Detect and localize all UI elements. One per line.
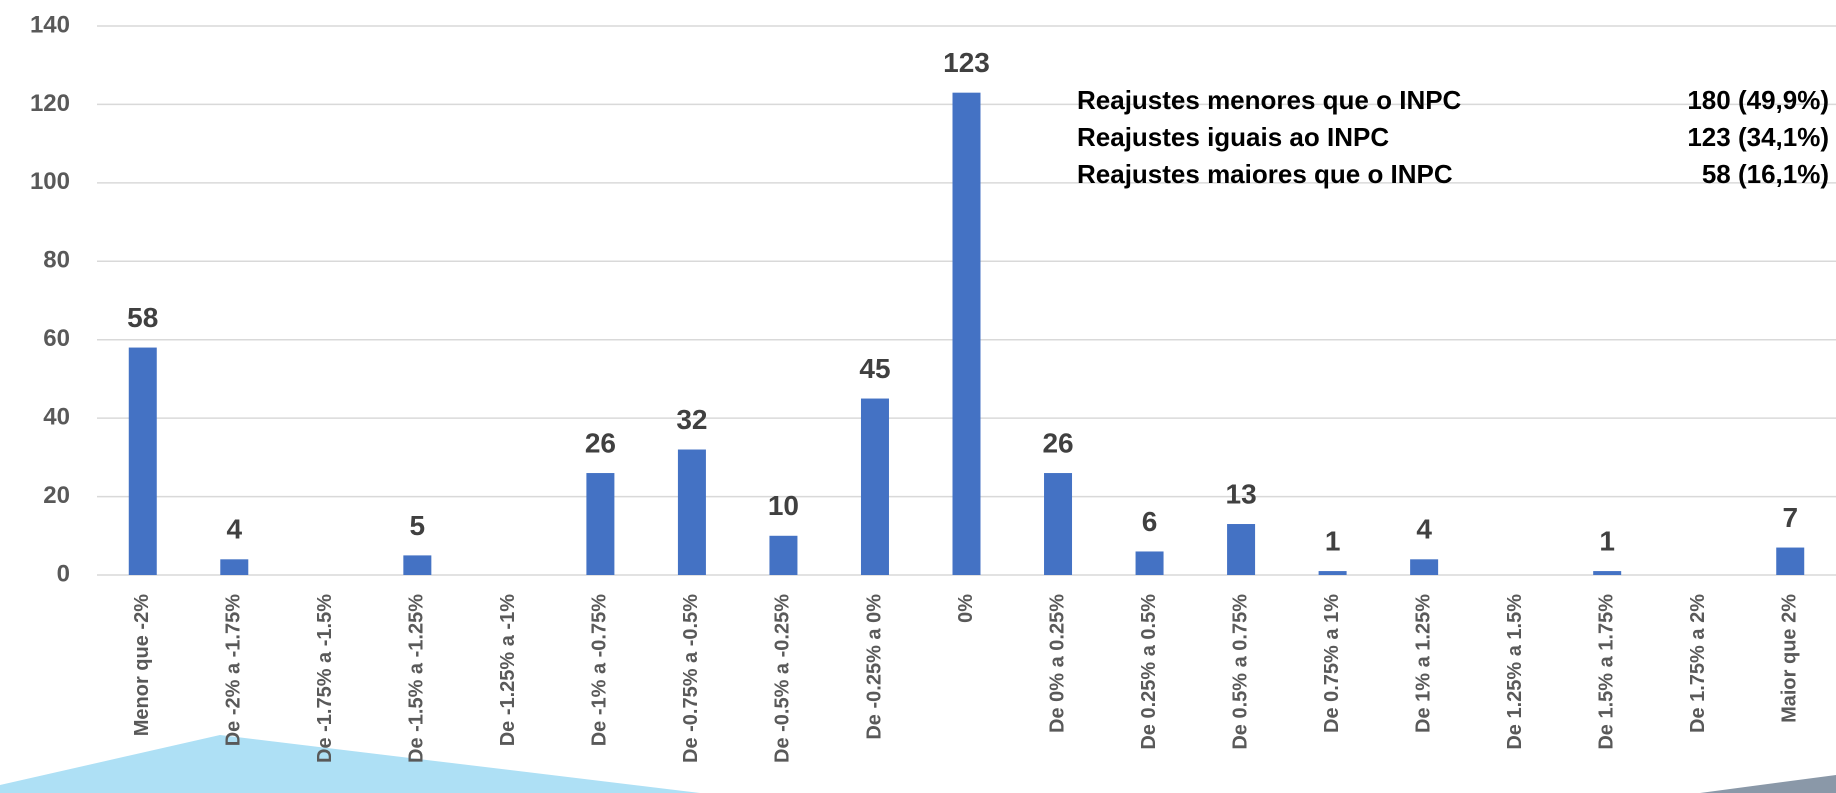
annotation-label: Reajustes menores que o INPC [1077,85,1462,115]
bar [1776,547,1805,575]
bar [586,473,615,575]
y-tick-label: 40 [43,403,70,430]
decoration [1700,775,1836,793]
bar [769,535,798,575]
annotation-value: 180 (49,9%) [1687,85,1829,115]
annotation-label: Reajustes iguais ao INPC [1077,122,1389,152]
y-tick-label: 20 [43,482,70,509]
data-label: 13 [1226,478,1257,509]
bar [128,347,157,575]
bar [220,559,249,575]
x-tick-label: De 1.75% a 2% [1687,594,1709,733]
bar [403,555,432,575]
x-tick-label: Maior que 2% [1779,594,1801,723]
x-tick-label: De 1.25% a 1.5% [1504,594,1526,750]
annotation-value: 123 (34,1%) [1687,122,1829,152]
decoration [0,735,700,793]
y-tick-label: 120 [30,90,70,117]
x-tick-label: De -0.5% a -0.25% [772,594,794,763]
x-tick-label: 0% [955,594,977,623]
data-label: 4 [1416,514,1432,545]
x-tick-label: De 0.75% a 1% [1321,594,1343,733]
x-tick-label: De 0.25% a 0.5% [1138,594,1160,750]
data-label: 26 [585,427,616,458]
x-tick-label: De 1.5% a 1.75% [1595,594,1617,750]
x-tick-label: De -1.5% a -1.25% [406,594,428,763]
bar [1410,559,1439,575]
annotation-label: Reajustes maiores que o INPC [1077,159,1453,189]
bar [1135,551,1164,575]
data-label: 5 [410,510,426,541]
data-label: 32 [676,404,707,435]
data-label: 7 [1782,502,1798,533]
bar [1227,524,1256,575]
data-label: 1 [1325,525,1341,556]
data-label: 10 [768,490,799,521]
data-label: 123 [943,47,990,78]
x-tick-label: De -0.75% a -0.5% [680,594,702,763]
data-label: 1 [1599,525,1615,556]
x-tick-label: De 0% a 0.25% [1046,594,1068,733]
x-tick-label: Menor que -2% [131,594,153,736]
y-tick-label: 60 [43,325,70,352]
bar [677,449,706,575]
x-tick-label: De 0.5% a 0.75% [1229,594,1251,750]
data-label: 6 [1142,506,1158,537]
data-label: 4 [227,514,243,545]
bar [952,92,981,576]
bar [1044,473,1073,575]
data-label: 45 [859,353,890,384]
data-label: 26 [1042,427,1073,458]
y-tick-label: 100 [30,168,70,195]
y-tick-label: 140 [30,11,70,38]
bar [1318,571,1347,575]
bar [860,398,889,575]
x-tick-label: De -1.75% a -1.5% [314,594,336,763]
annotation-value: 58 (16,1%) [1702,159,1829,189]
x-tick-label: De -1.25% a -1% [497,594,519,747]
data-label: 58 [127,302,158,333]
x-tick-label: De -1% a -0.75% [589,594,611,747]
x-tick-label: De -2% a -1.75% [223,594,245,747]
x-tick-label: De -0.25% a 0% [863,594,885,740]
bar [1593,571,1622,575]
y-tick-label: 80 [43,247,70,274]
y-tick-label: 0 [57,560,70,587]
x-tick-label: De 1% a 1.25% [1412,594,1434,733]
